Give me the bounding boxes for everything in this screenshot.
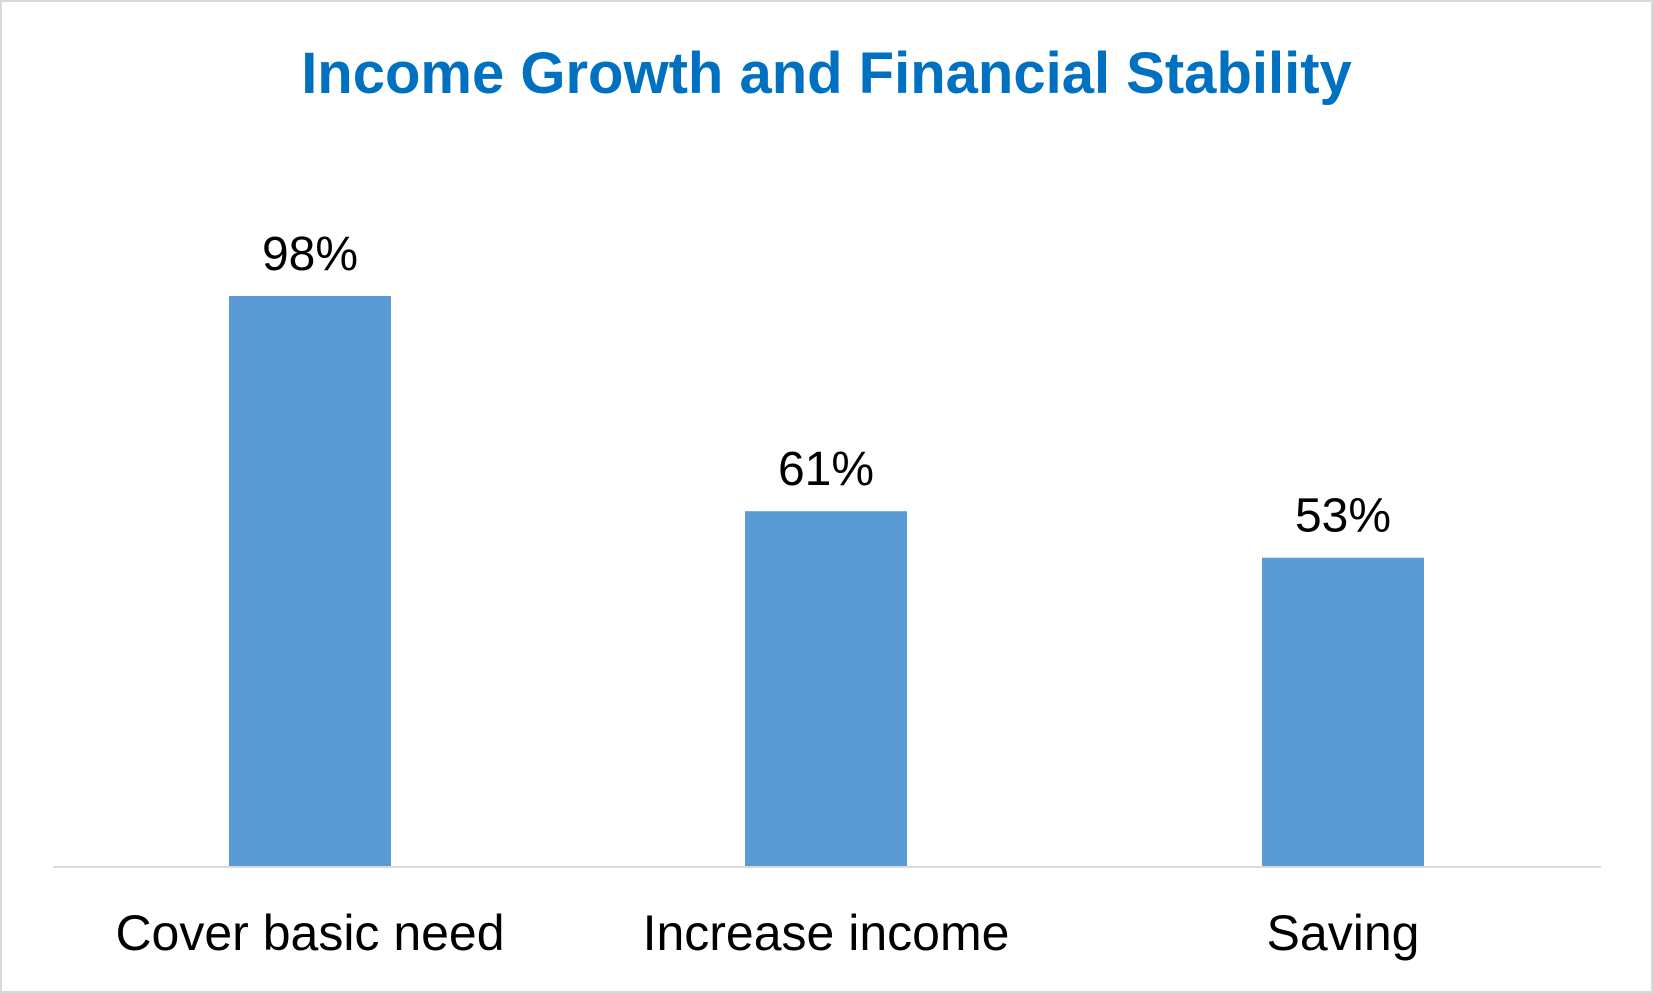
bar-0: [229, 296, 391, 866]
chart-title: Income Growth and Financial Stability: [301, 41, 1352, 106]
category-label-0: Cover basic need: [115, 905, 504, 961]
category-label-2: Saving: [1267, 905, 1420, 961]
bar-2: [1262, 557, 1424, 866]
category-label-1: Increase income: [643, 905, 1010, 961]
bar-1: [745, 511, 907, 866]
data-label-0: 98%: [262, 228, 358, 281]
data-label-2: 53%: [1295, 490, 1391, 543]
data-label-1: 61%: [778, 443, 874, 496]
